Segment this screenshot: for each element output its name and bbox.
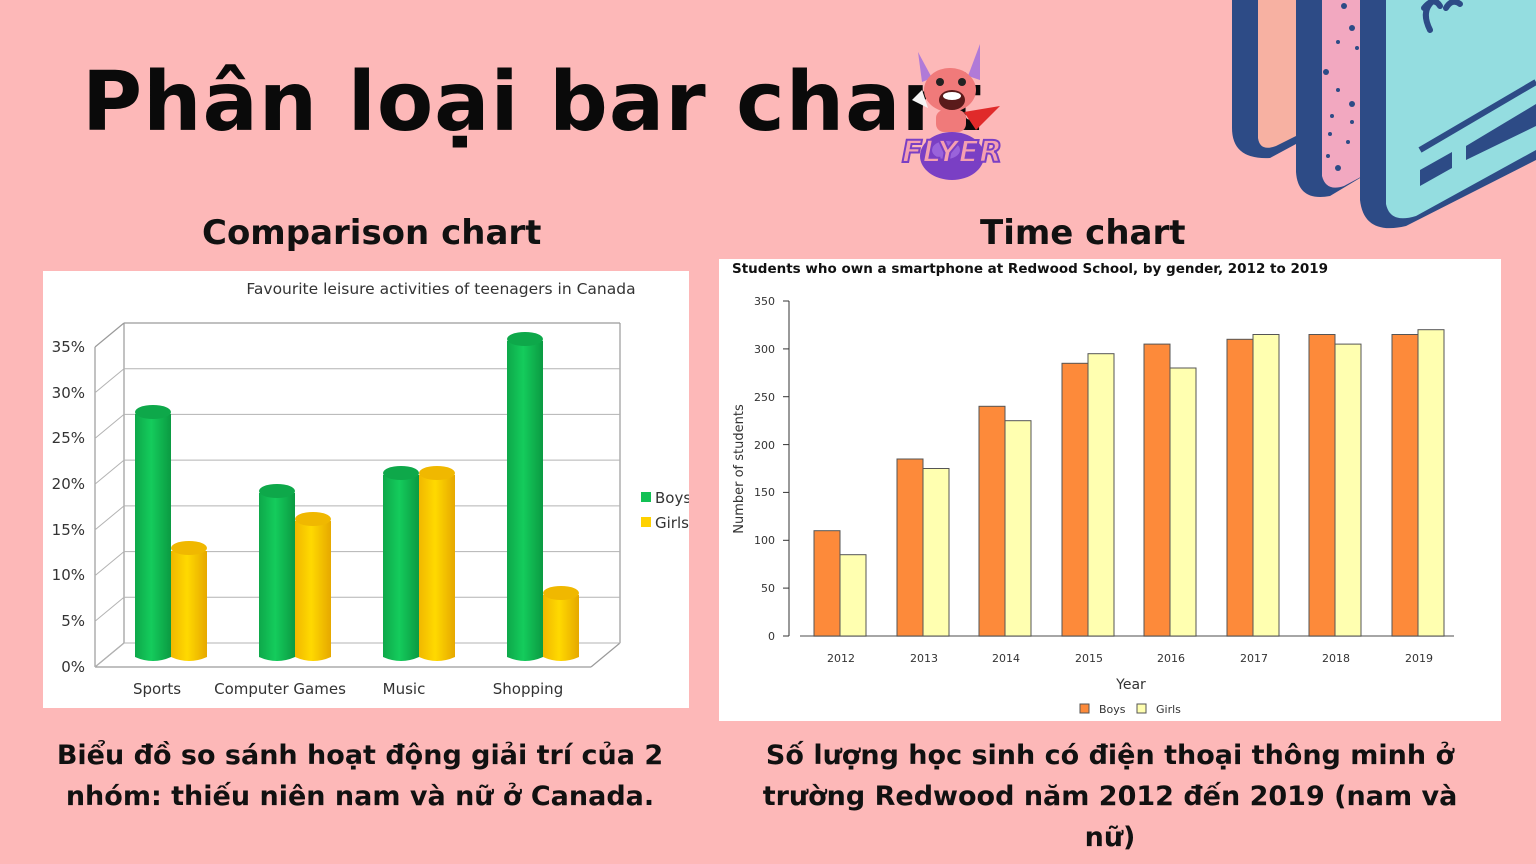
- bar-games-girls: [295, 521, 331, 661]
- legend: Boys Girls: [1079, 703, 1181, 716]
- x-label: 2017: [1240, 652, 1268, 665]
- bar-shopping-boys: [507, 341, 543, 661]
- y-tick: 150: [754, 486, 775, 499]
- bar-music-boys: [383, 475, 419, 661]
- bar-group: [135, 332, 579, 661]
- chart-title: Students who own a smartphone at Redwood…: [732, 261, 1328, 277]
- y-tick: 10%: [52, 566, 85, 584]
- x-label: 2014: [992, 652, 1020, 665]
- y-tick: 250: [754, 391, 775, 404]
- x-label: 2012: [827, 652, 855, 665]
- y-tick: 30%: [52, 384, 85, 402]
- x-label: Sports: [133, 680, 181, 698]
- legend-girls: Girls: [1156, 703, 1181, 716]
- caption-line: Số lượng học sinh có điện thoại thông mi…: [765, 740, 1455, 771]
- y-tick: 5%: [61, 612, 85, 630]
- bar-music-girls: [419, 475, 455, 661]
- y-tick: 200: [754, 439, 775, 452]
- books-decoration-icon: [1232, 0, 1536, 229]
- y-tick: 15%: [52, 521, 85, 539]
- page-title: Phân loại bar chart: [82, 55, 984, 150]
- y-axis-label: Number of students: [732, 404, 747, 534]
- x-label: Music: [383, 680, 426, 698]
- caption-line: trường Redwood năm 2012 đến 2019 (nam và…: [762, 781, 1458, 853]
- y-tick: 25%: [52, 429, 85, 447]
- bar-sports-girls: [171, 551, 207, 661]
- y-tick: 0%: [61, 658, 85, 676]
- chart-title: Favourite leisure activities of teenager…: [246, 280, 635, 298]
- x-label: Computer Games: [214, 680, 346, 698]
- bar-group: [813, 329, 1445, 637]
- y-tick: 0: [768, 630, 775, 643]
- y-tick: 35%: [52, 338, 85, 356]
- y-tick: 300: [754, 343, 775, 356]
- x-label: 2016: [1157, 652, 1185, 665]
- comparison-caption: Biểu đồ so sánh hoạt động giải trí của 2…: [40, 735, 680, 817]
- legend: Boys Girls: [641, 489, 691, 532]
- x-label: Shopping: [493, 680, 563, 698]
- legend-girls: Girls: [655, 514, 689, 532]
- time-chart: Students who own a smartphone at Redwood…: [732, 261, 1454, 716]
- x-label: 2019: [1405, 652, 1433, 665]
- caption-line: Biểu đồ so sánh hoạt động giải trí của 2: [56, 740, 664, 771]
- x-label: 2018: [1322, 652, 1350, 665]
- x-axis-label: Year: [1115, 677, 1146, 693]
- bar-sports-boys: [135, 414, 171, 661]
- comparison-chart-heading: Comparison chart: [202, 213, 542, 253]
- y-tick: 50: [761, 582, 775, 595]
- y-tick: 20%: [52, 475, 85, 493]
- bar-shopping-girls: [543, 595, 579, 661]
- time-caption: Số lượng học sinh có điện thoại thông mi…: [745, 735, 1475, 858]
- comparison-chart: Favourite leisure activities of teenager…: [52, 280, 692, 698]
- x-label: 2015: [1075, 652, 1103, 665]
- time-chart-panel: Students who own a smartphone at Redwood…: [719, 259, 1501, 721]
- x-label: 2013: [910, 652, 938, 665]
- logo-text: FLYER: [902, 135, 1002, 170]
- y-tick: 350: [754, 295, 775, 308]
- time-chart-heading: Time chart: [980, 213, 1186, 253]
- comparison-chart-panel: Favourite leisure activities of teenager…: [43, 271, 692, 708]
- legend-boys: Boys: [1099, 703, 1126, 716]
- legend-boys: Boys: [655, 489, 689, 507]
- flyer-mascot-logo: FLYER: [901, 44, 1003, 180]
- y-tick: 100: [754, 534, 775, 547]
- bar-games-boys: [259, 493, 295, 661]
- caption-line: nhóm: thiếu niên nam và nữ ở Canada.: [65, 781, 655, 812]
